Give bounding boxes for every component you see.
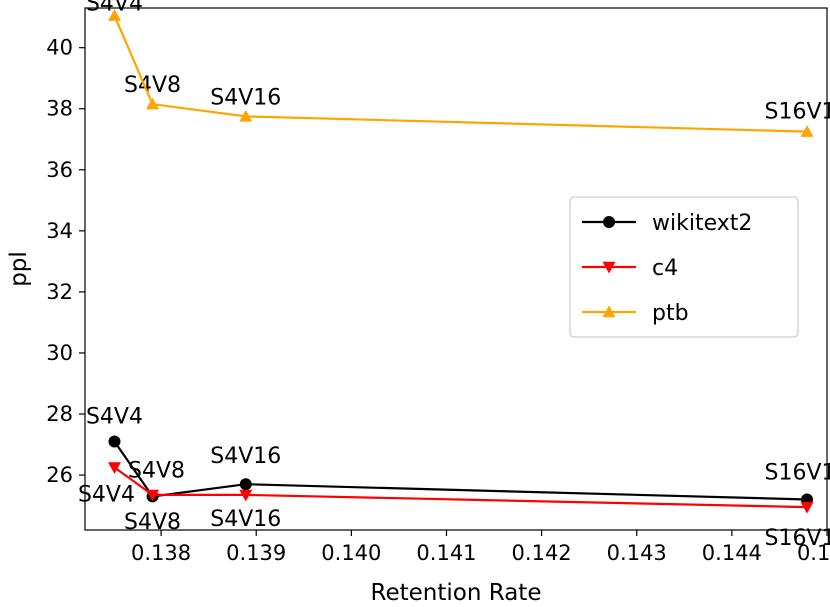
point-labels: S4V4S4V8S4V16S16V16S4V4S4V8S4V16S16V16S4… — [78, 0, 830, 551]
data-point-c4 — [239, 489, 253, 502]
plot-frame — [84, 7, 828, 531]
y-axis-label: ppl — [6, 251, 32, 287]
y-tick-label: 26 — [46, 463, 73, 487]
legend: wikitext2 c4 ptb — [569, 196, 799, 338]
y-tick-label: 34 — [46, 219, 73, 243]
legend-marker — [603, 216, 615, 228]
data-point-ptb — [239, 109, 253, 122]
point-label: S16V16 — [765, 460, 830, 485]
data-point-c4 — [146, 489, 160, 502]
series-layer — [107, 9, 814, 514]
data-point-wikitext2 — [239, 478, 252, 491]
x-axis: 0.138 0.139 0.140 0.141 0.142 0.143 0.144 0.145 — [131, 530, 830, 565]
point-label: S16V16 — [765, 100, 830, 125]
data-point-wikitext2 — [108, 435, 121, 448]
x-tick-label: 0.138 — [131, 541, 191, 565]
y-axis: 26 28 30 32 34 36 38 40 — [46, 36, 85, 487]
x-tick-label: 0.142 — [512, 541, 572, 565]
y-tick-label: 40 — [46, 36, 73, 60]
series-line-wikitext2 — [113, 440, 808, 501]
data-point-c4 — [107, 462, 121, 474]
point-label: S4V16 — [210, 507, 281, 532]
x-tick-label: 0.141 — [416, 541, 476, 565]
y-tick-label: 30 — [46, 341, 73, 365]
point-label: S4V16 — [210, 444, 281, 469]
point-label: S4V4 — [78, 482, 135, 507]
point-label: S4V16 — [210, 85, 281, 110]
data-point-c4 — [800, 501, 814, 514]
y-tick-label: 36 — [46, 158, 73, 182]
legend-item-wikitext2: wikitext2 — [582, 211, 752, 236]
point-label: S4V8 — [124, 510, 181, 535]
legend-label: ptb — [652, 301, 689, 326]
data-point-ptb — [800, 125, 814, 137]
y-tick-label: 28 — [46, 402, 73, 426]
legend-label: c4 — [652, 256, 678, 281]
legend-marker — [602, 305, 616, 318]
y-tick-label: 38 — [46, 97, 73, 121]
y-tick-label: 32 — [46, 280, 73, 304]
point-label: S4V4 — [86, 404, 143, 429]
data-point-ptb — [107, 9, 121, 21]
legend-box — [569, 196, 799, 338]
x-tick-label: 0.144 — [702, 541, 762, 565]
legend-marker — [602, 261, 616, 274]
x-tick-label: 0.145 — [797, 541, 830, 565]
data-point-ptb — [146, 97, 160, 110]
x-tick-label: 0.140 — [321, 541, 381, 565]
series-c4 — [107, 462, 814, 514]
series-line-c4 — [113, 466, 808, 509]
point-label: S4V8 — [124, 73, 181, 98]
x-tick-label: 0.143 — [607, 541, 667, 565]
legend-label: wikitext2 — [652, 211, 752, 236]
series-ptb — [107, 9, 814, 137]
legend-item-ptb: ptb — [582, 301, 689, 326]
point-label: S4V8 — [128, 458, 185, 483]
x-tick-label: 0.139 — [226, 541, 286, 565]
legend-item-c4: c4 — [582, 256, 678, 281]
series-line-ptb — [113, 15, 808, 133]
x-axis-label: Retention Rate — [371, 580, 542, 606]
